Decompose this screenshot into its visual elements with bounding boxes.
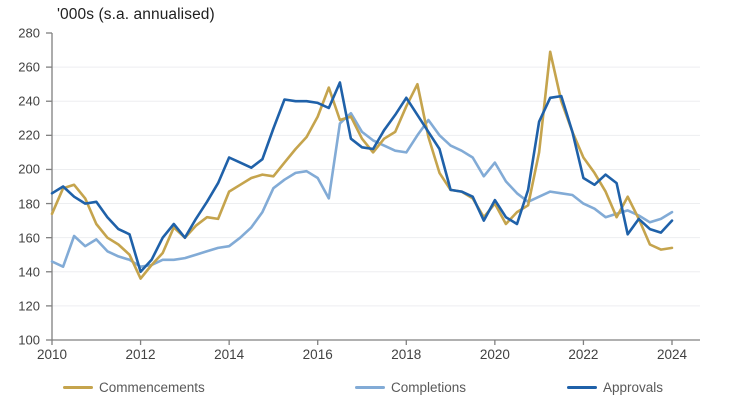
legend-label-completions: Completions: [391, 379, 467, 395]
y-tick-label: 120: [18, 298, 40, 314]
legend: Commencements Completions Approvals: [0, 377, 743, 399]
x-tick-label: 2016: [302, 347, 333, 362]
y-tick-label: 240: [18, 93, 40, 109]
legend-label-commencements: Commencements: [99, 379, 205, 395]
y-tick-label: 160: [18, 230, 40, 246]
y-tick-label: 140: [18, 264, 40, 280]
x-tick-label: 2014: [214, 347, 245, 362]
x-tick-label: 2024: [656, 347, 688, 362]
commencements-line-swatch: [63, 385, 93, 389]
legend-item-approvals: Approvals: [567, 377, 663, 397]
x-tick-label: 2012: [125, 347, 156, 362]
y-tick-label: 220: [18, 127, 40, 143]
chart-title: '000s (s.a. annualised): [57, 6, 215, 23]
series-line-commencements: [50, 50, 674, 280]
y-tick-label: 180: [18, 196, 40, 212]
legend-label-approvals: Approvals: [603, 379, 664, 395]
y-tick-label: 280: [18, 25, 40, 41]
x-tick-label: 2022: [568, 347, 599, 362]
y-tick-label: 260: [18, 59, 40, 75]
legend-item-completions: Completions: [355, 377, 466, 397]
series-line-completions: [50, 111, 674, 269]
legend-item-commencements: Commencements: [63, 377, 205, 397]
y-tick-label: 200: [18, 161, 40, 177]
y-tick-label: 100: [18, 332, 40, 348]
x-tick-label: 2020: [479, 347, 510, 362]
completions-line-swatch: [355, 385, 385, 389]
series-line-approvals: [50, 81, 674, 274]
approvals-line-swatch: [567, 385, 597, 389]
x-tick-label: 2018: [391, 347, 422, 362]
x-tick-label: 2010: [36, 347, 68, 362]
